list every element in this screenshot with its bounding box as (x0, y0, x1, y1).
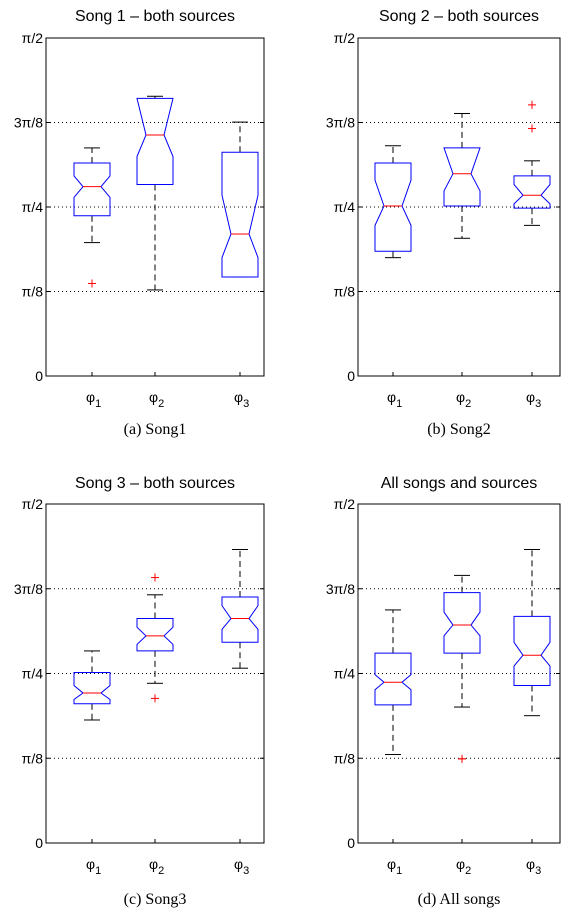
box-3 (513, 548, 551, 717)
x-tick-subscript: 3 (243, 865, 249, 877)
x-tick-symbol: φ (387, 856, 396, 872)
box-body (443, 147, 481, 207)
x-tick-label: φ1 (86, 856, 101, 877)
box-body (443, 592, 481, 654)
x-tick-symbol: φ (387, 389, 396, 405)
y-tick-label: π/2 (334, 496, 356, 512)
x-tick-symbol: φ (149, 856, 158, 872)
x-tick-subscript: 1 (95, 865, 101, 877)
subfigure-caption: (b) Song2 (427, 421, 491, 438)
box-body (513, 175, 551, 209)
box-body (136, 97, 174, 185)
box-3 (221, 121, 259, 278)
box-1 (374, 145, 412, 259)
outlier-marker (528, 124, 536, 133)
x-tick-label: φ3 (526, 856, 541, 877)
box-body (221, 596, 259, 643)
x-tick-subscript: 2 (465, 398, 471, 410)
chart-panel-1: 0 π/8 π/4 3π/8 π/2 Song 1 – both sources (a) S… (14, 8, 265, 438)
x-tick-label: φ3 (234, 856, 249, 877)
x-tick-label: φ3 (234, 389, 249, 410)
chart-panel-3: 0 π/8 π/4 3π/8 π/2 Song 3 – both sources (c) S… (14, 475, 265, 908)
x-tick-label: φ2 (456, 389, 471, 410)
box-2 (136, 95, 174, 291)
y-tick-label: π/8 (334, 750, 356, 766)
x-tick-symbol: φ (86, 389, 95, 405)
x-tick-symbol: φ (234, 856, 243, 872)
box-2 (443, 112, 481, 239)
chart-panel-4: 0 π/8 π/4 3π/8 π/2 All songs and sources (d) A… (326, 475, 561, 908)
x-tick-subscript: 1 (396, 398, 402, 410)
x-tick-subscript: 1 (95, 398, 101, 410)
chart-panel-2: 0 π/8 π/4 3π/8 π/2 Song 2 – both sources (b) S… (326, 8, 561, 438)
x-tick-label: φ1 (387, 856, 402, 877)
x-tick-symbol: φ (456, 856, 465, 872)
box-body (73, 162, 111, 217)
outlier-marker (88, 279, 96, 288)
y-tick-label: π/8 (22, 750, 44, 766)
box-body (73, 672, 111, 705)
outlier-marker (151, 573, 159, 582)
x-tick-subscript: 3 (535, 398, 541, 410)
y-tick-label: 3π/8 (14, 115, 43, 131)
x-tick-subscript: 3 (535, 865, 541, 877)
x-tick-symbol: φ (234, 389, 243, 405)
outlier-marker (458, 754, 466, 763)
box-1 (374, 609, 412, 756)
y-tick-label: π/2 (22, 30, 44, 46)
box-3 (513, 100, 551, 226)
x-tick-subscript: 1 (396, 865, 402, 877)
y-tick-label: π/4 (334, 199, 356, 215)
box-body (513, 615, 551, 686)
box-body (136, 618, 174, 652)
box-1 (73, 147, 111, 288)
y-tick-label: 3π/8 (326, 115, 355, 131)
x-tick-symbol: φ (526, 856, 535, 872)
box-2 (136, 573, 174, 703)
x-tick-subscript: 2 (465, 865, 471, 877)
x-tick-label: φ2 (149, 856, 164, 877)
chart-title: Song 3 – both sources (75, 475, 235, 492)
x-tick-symbol: φ (526, 389, 535, 405)
y-tick-label: π/2 (334, 30, 356, 46)
y-tick-label: π/4 (22, 199, 44, 215)
y-tick-label: π/2 (22, 496, 44, 512)
y-tick-label: π/8 (334, 284, 356, 300)
x-tick-label: φ1 (86, 389, 101, 410)
y-tick-label: 0 (347, 835, 355, 851)
x-tick-label: φ3 (526, 389, 541, 410)
box-1 (73, 650, 111, 721)
chart-title: Song 1 – both sources (75, 8, 235, 25)
chart-title: All songs and sources (381, 475, 538, 492)
box-2 (443, 574, 481, 763)
y-tick-label: π/8 (22, 284, 44, 300)
x-tick-symbol: φ (456, 389, 465, 405)
x-tick-symbol: φ (149, 389, 158, 405)
x-tick-subscript: 2 (158, 398, 164, 410)
x-tick-symbol: φ (86, 856, 95, 872)
x-tick-label: φ2 (456, 856, 471, 877)
x-tick-subscript: 2 (158, 865, 164, 877)
y-tick-label: 0 (35, 368, 43, 384)
chart-title: Song 2 – both sources (379, 8, 539, 25)
subfigure-caption: (d) All songs (418, 891, 501, 908)
outlier-marker (151, 694, 159, 703)
y-tick-label: 0 (35, 835, 43, 851)
outlier-marker (528, 100, 536, 109)
box-body (374, 652, 412, 706)
y-tick-label: 0 (347, 368, 355, 384)
y-tick-label: π/4 (22, 666, 44, 682)
y-tick-label: 3π/8 (326, 581, 355, 597)
x-tick-label: φ1 (387, 389, 402, 410)
box-body (374, 162, 412, 252)
subfigure-caption: (a) Song1 (124, 421, 187, 438)
box-body (221, 151, 259, 278)
box-3 (221, 548, 259, 669)
subfigure-caption: (c) Song3 (124, 891, 187, 908)
y-tick-label: 3π/8 (14, 581, 43, 597)
y-tick-label: π/4 (334, 666, 356, 682)
x-tick-subscript: 3 (243, 398, 249, 410)
x-tick-label: φ2 (149, 389, 164, 410)
